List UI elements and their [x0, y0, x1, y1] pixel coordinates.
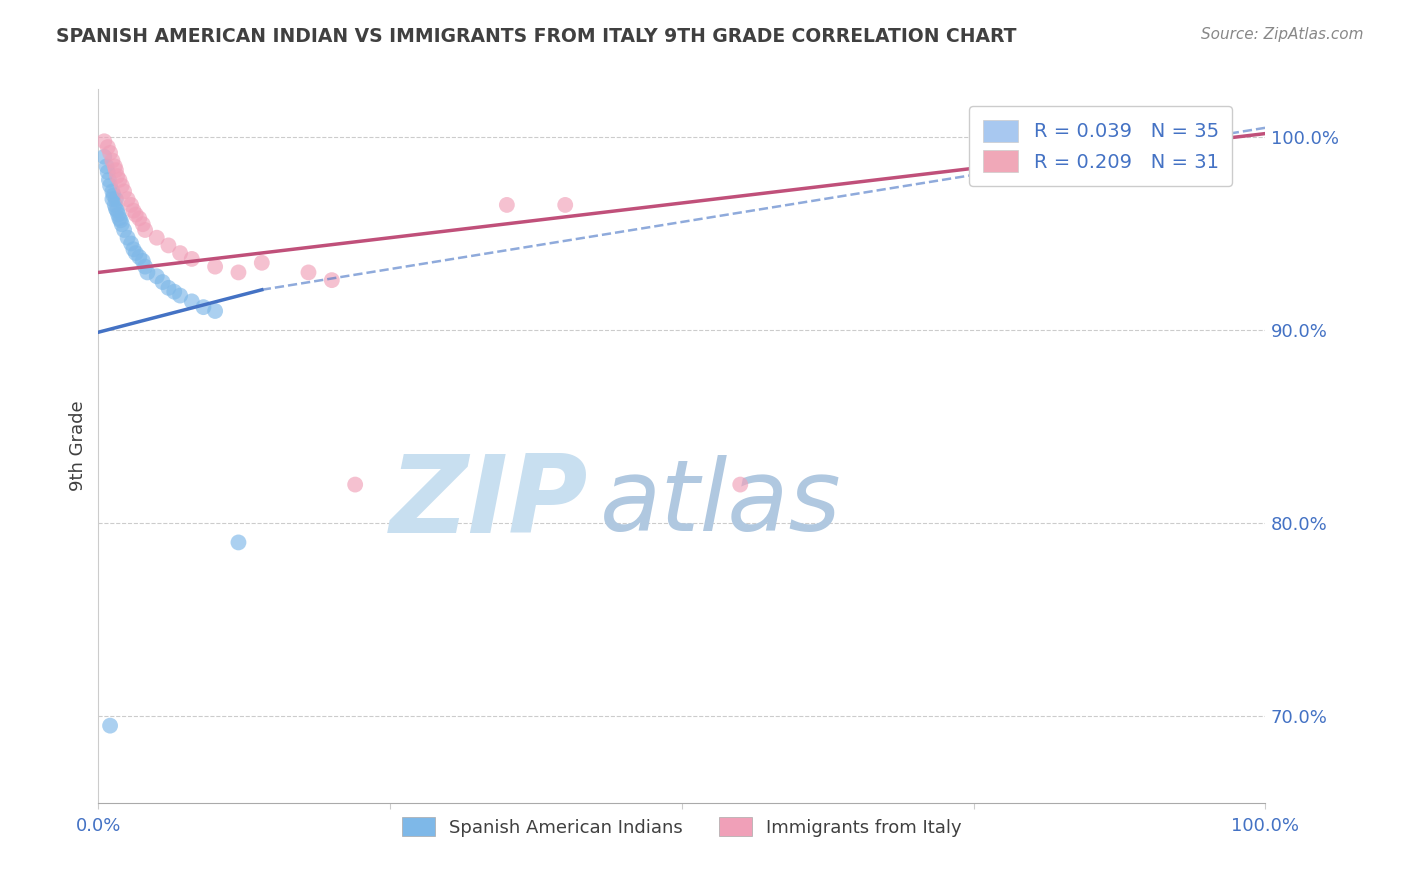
Point [125, 208, 148, 222]
Point [110, 213, 132, 227]
Point [204, 260, 226, 274]
Point [101, 192, 124, 206]
Text: SPANISH AMERICAN INDIAN VS IMMIGRANTS FROM ITALY 9TH GRADE CORRELATION CHART: SPANISH AMERICAN INDIAN VS IMMIGRANTS FR… [56, 27, 1017, 45]
Point [134, 223, 156, 237]
Point [104, 198, 127, 212]
Point [97, 173, 120, 187]
Point [97, 140, 120, 154]
Point [554, 198, 576, 212]
Point [193, 300, 215, 314]
Point [108, 173, 131, 187]
Point [117, 230, 139, 244]
Point [122, 203, 145, 218]
Point [101, 153, 124, 168]
Point [97, 165, 120, 179]
Point [228, 535, 250, 549]
Point [250, 256, 273, 270]
Text: ZIP: ZIP [391, 450, 589, 556]
Point [297, 265, 319, 279]
Point [98, 719, 121, 733]
Point [163, 285, 186, 299]
Point [108, 211, 131, 226]
Point [157, 238, 180, 252]
Point [152, 275, 174, 289]
Point [128, 211, 150, 226]
Point [146, 269, 169, 284]
Point [180, 252, 202, 266]
Point [111, 217, 134, 231]
Point [117, 192, 139, 206]
Point [98, 178, 121, 193]
Point [730, 477, 752, 491]
Point [496, 198, 519, 212]
Point [107, 208, 129, 222]
Point [112, 223, 135, 237]
Point [103, 188, 125, 202]
Point [104, 192, 127, 206]
Point [105, 169, 128, 183]
Point [128, 250, 150, 264]
Point [344, 477, 367, 491]
Point [321, 273, 343, 287]
Point [1208, 130, 1230, 145]
Point [96, 159, 118, 173]
Point [104, 163, 127, 178]
Point [104, 202, 127, 216]
Point [101, 185, 124, 199]
Point [136, 265, 159, 279]
Point [169, 246, 191, 260]
Point [132, 217, 155, 231]
Point [112, 185, 135, 199]
Point [169, 288, 191, 302]
Point [111, 178, 134, 193]
Point [120, 198, 142, 212]
Point [125, 246, 148, 260]
Point [104, 159, 127, 173]
Point [134, 260, 156, 274]
Point [120, 236, 142, 251]
Text: Source: ZipAtlas.com: Source: ZipAtlas.com [1201, 27, 1364, 42]
Point [157, 281, 180, 295]
Y-axis label: 9th Grade: 9th Grade [69, 401, 87, 491]
Point [204, 304, 226, 318]
Point [132, 253, 155, 268]
Text: atlas: atlas [600, 455, 842, 551]
Point [105, 203, 128, 218]
Point [93, 134, 115, 148]
Point [180, 294, 202, 309]
Point [146, 230, 169, 244]
Point [93, 150, 115, 164]
Point [122, 242, 145, 256]
Legend: Spanish American Indians, Immigrants from Italy: Spanish American Indians, Immigrants fro… [395, 810, 969, 844]
Point [98, 145, 121, 160]
Point [228, 265, 250, 279]
